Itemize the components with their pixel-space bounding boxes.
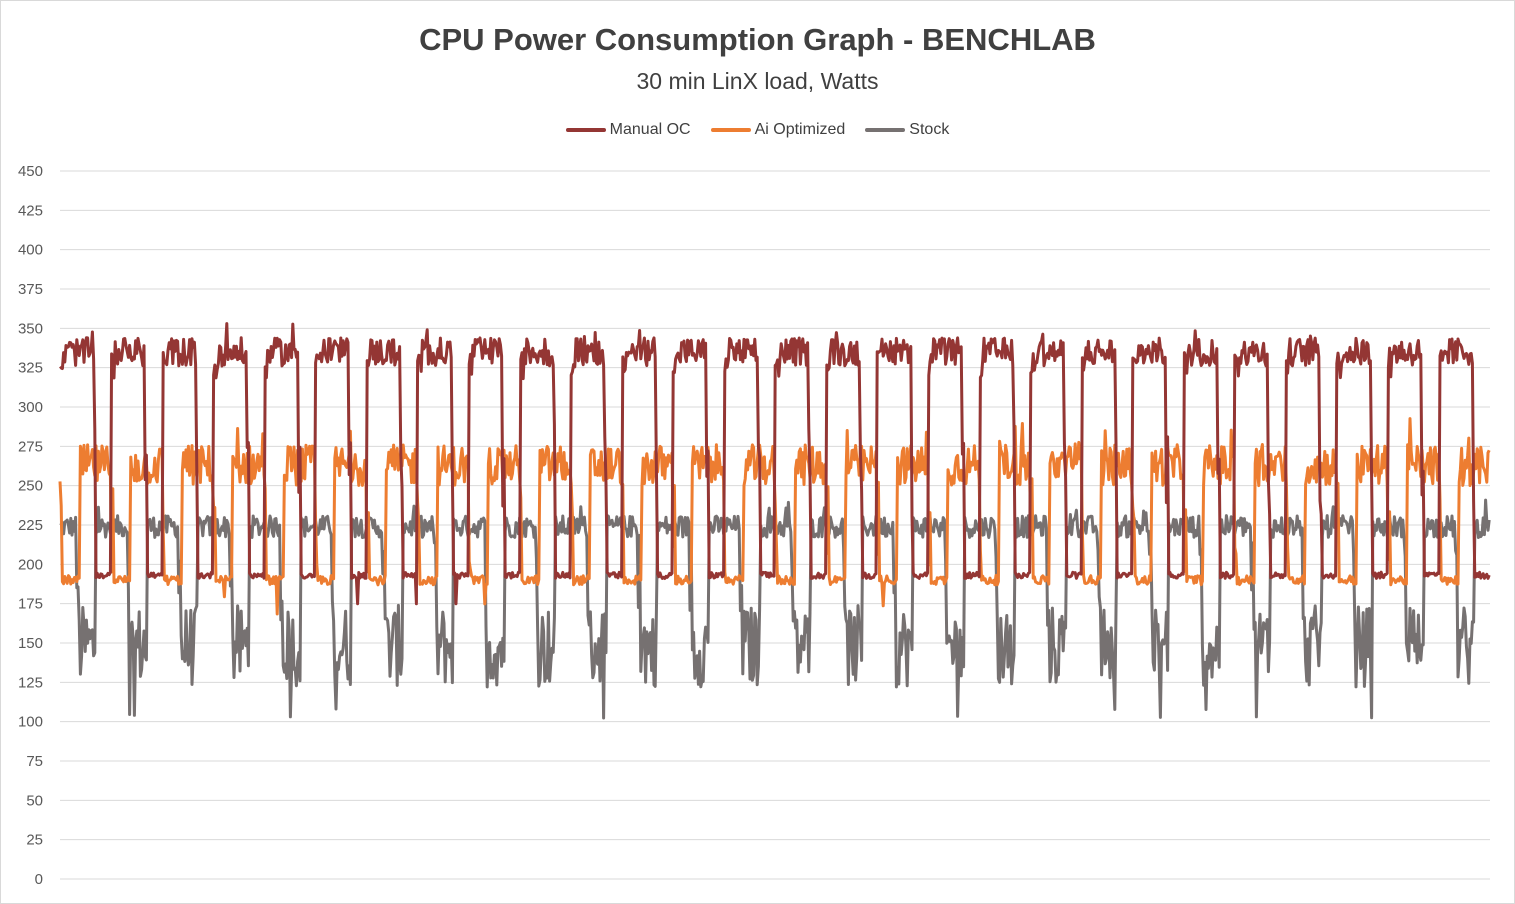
y-tick-label: 200 [18,556,43,573]
legend-item-ai-optimized: Ai Optimized [710,121,846,139]
y-tick-label: 350 [18,320,43,337]
y-tick-label: 300 [18,399,43,416]
y-tick-label: 100 [18,714,43,731]
chart-subtitle: 30 min LinX load, Watts [636,68,879,94]
y-tick-label: 450 [18,163,43,180]
y-tick-label: 250 [18,478,43,495]
legend-label-ai-optimized: Ai Optimized [754,121,846,138]
y-tick-label: 25 [26,832,43,849]
y-tick-label: 375 [18,281,43,298]
legend-swatch-ai-optimized [710,128,751,132]
y-tick-label: 150 [18,635,43,652]
legend-label-stock: Stock [909,121,950,138]
legend-swatch-stock [865,128,906,132]
legend-label-manual-oc: Manual OC [609,121,691,138]
legend-item-manual-oc: Manual OC [565,121,691,139]
series-lines [58,322,1491,720]
y-tick-label: 50 [26,792,43,809]
y-tick-label: 75 [26,753,43,770]
y-tick-label: 0 [35,871,43,888]
y-tick-label: 125 [18,674,43,691]
chart-title: CPU Power Consumption Graph - BENCHLAB [419,22,1096,57]
series-line-manual-oc [59,322,1491,606]
y-tick-label: 425 [18,202,43,219]
legend-swatch-manual-oc [565,128,606,132]
y-tick-label: 175 [18,596,43,613]
y-tick-label: 325 [18,360,43,377]
y-tick-label: 225 [18,517,43,534]
legend-item-stock: Stock [865,121,949,139]
y-tick-label: 275 [18,438,43,455]
y-axis-ticks: 0 25 50 75 100 125 150 175 200 225 250 275 300 325 350… [18,163,43,888]
legend: Manual OC Ai Optimized Stock [0,121,1515,139]
y-tick-label: 400 [18,242,43,259]
